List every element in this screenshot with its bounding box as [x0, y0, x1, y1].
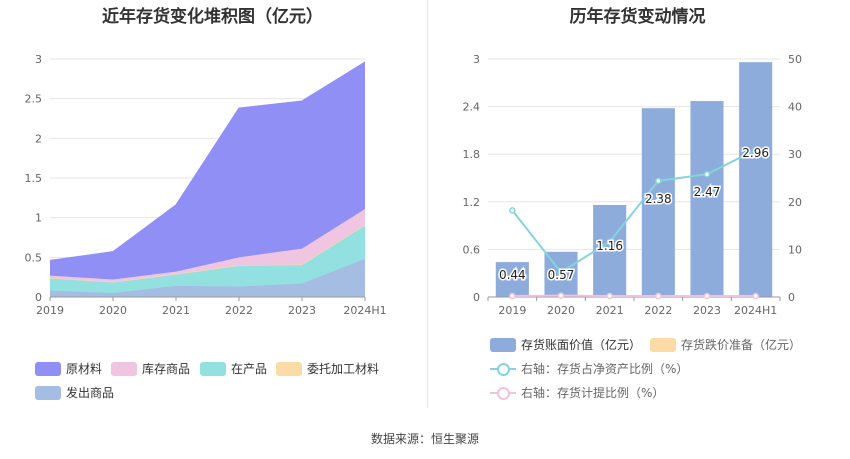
bar-inventory-value	[739, 62, 773, 297]
line-provision-ratio-point	[703, 292, 711, 300]
line-inventory-to-net-assets-point	[606, 238, 613, 246]
data-source-note: 数据来源：恒生聚源	[370, 432, 479, 446]
x-tick-label: 2021	[596, 304, 624, 317]
legend-inventory-value[interactable]: 存货账面价值（亿元）	[490, 336, 641, 353]
line-inventory-to-net-assets	[511, 149, 757, 274]
bar-data-label: 2.38	[645, 192, 672, 206]
legend-swatch	[490, 337, 516, 352]
line-provision-ratio-point	[509, 292, 516, 300]
x-tick-label: 2023	[693, 304, 721, 317]
bar-inventory-value	[593, 204, 627, 297]
bar-data-label: 0.44	[499, 268, 526, 282]
x-tick-label: 2022	[644, 304, 672, 317]
line-inventory-to-net-assets-point	[752, 146, 759, 154]
legend-label: 委托加工材料	[307, 362, 380, 376]
x-tick-label: 2020	[547, 304, 575, 317]
line-provision-ratio-point	[557, 292, 565, 299]
legend-swatch	[276, 361, 302, 376]
x-tick-label: 2024H1	[343, 304, 386, 317]
line-provision-ratio-point	[752, 292, 759, 300]
legend-swatch	[35, 385, 61, 400]
legend-item-entrusted[interactable]: 委托加工材料	[276, 360, 379, 377]
legend-label: 库存商品	[142, 362, 191, 376]
y-left-tick-label: 0	[473, 291, 480, 304]
legend-label: 发出商品	[66, 386, 115, 400]
legend-label: 右轴：存货占净资产比例（%）	[521, 362, 689, 376]
right-chart-title: 历年存货变动情况	[569, 7, 706, 27]
legend-provision-ratio[interactable]: 右轴：存货计提比例（%）	[490, 384, 664, 401]
y-tick-label: 0	[35, 291, 42, 304]
y-left-tick-label: 1.2	[463, 196, 481, 209]
line-inventory-to-net-assets-point	[557, 268, 565, 276]
line-inventory-to-net-assets-point	[509, 207, 516, 214]
x-tick-label: 2019	[498, 304, 526, 317]
area-edge-raw	[49, 61, 366, 262]
stacked-area-chart: 0 0.5 1 1.5 2 2.5 3 2019 2020 2021 2022 2023 2024H1	[25, 53, 387, 317]
legend-line-marker	[490, 362, 516, 376]
y-right-tick-label: 30	[788, 148, 802, 161]
left-chart-title: 近年存货变化堆积图（亿元）	[102, 7, 323, 27]
x-tick-label: 2022	[225, 304, 253, 317]
legend-item-stock[interactable]: 库存商品	[111, 360, 190, 377]
x-tick-label: 2023	[288, 304, 316, 317]
area-shipped	[50, 258, 365, 297]
y-left-tick-label: 3	[473, 53, 480, 66]
bar-inventory-value	[495, 262, 529, 297]
panel-divider	[427, 0, 428, 408]
y-tick-label: 3	[35, 53, 42, 66]
y-tick-label: 0.5	[25, 251, 43, 264]
legend-line-marker	[490, 386, 516, 400]
bar-data-label: 2.96	[742, 146, 769, 160]
y-left-tick-label: 2.4	[463, 101, 481, 114]
legend-label: 存货账面价值（亿元）	[521, 338, 642, 352]
area-stock	[50, 208, 365, 282]
bar-data-label: 0.57	[548, 268, 575, 282]
legend-swatch	[111, 361, 137, 376]
y-right-tick-label: 40	[788, 101, 802, 114]
legend-label: 右轴：存货计提比例（%）	[521, 386, 665, 400]
x-tick-label: 2019	[36, 304, 64, 317]
y-right-tick-label: 20	[788, 196, 802, 209]
line-provision-ratio-point	[606, 292, 613, 300]
x-tick-label: 2020	[99, 304, 127, 317]
y-tick-label: 2.5	[25, 93, 43, 106]
bar-data-label: 1.16	[596, 239, 623, 253]
bar-data-label: 2.47	[694, 185, 721, 199]
legend-impairment[interactable]: 存货跌价准备（亿元）	[650, 336, 801, 353]
y-right-tick-label: 10	[788, 243, 802, 256]
y-tick-label: 1	[35, 212, 42, 225]
y-left-tick-label: 0.6	[463, 243, 481, 256]
y-right-tick-label: 0	[788, 291, 795, 304]
legend-swatch	[200, 361, 226, 376]
x-tick-label: 2021	[162, 304, 190, 317]
line-provision-ratio-point	[655, 292, 662, 300]
legend-item-wip[interactable]: 在产品	[200, 360, 267, 377]
legend-swatch	[35, 361, 61, 376]
bar-inventory-value	[641, 108, 675, 297]
legend-label: 在产品	[231, 362, 268, 376]
area-wip	[50, 224, 365, 294]
legend-inventory-ratio[interactable]: 右轴：存货占净资产比例（%）	[490, 360, 688, 377]
line-inventory-to-net-assets-point	[655, 177, 662, 185]
legend-swatch	[650, 337, 676, 352]
legend-label: 存货跌价准备（亿元）	[681, 338, 802, 352]
area-raw	[50, 62, 365, 280]
y-right-tick-label: 50	[788, 53, 802, 66]
legend-item-shipped[interactable]: 发出商品	[35, 384, 114, 401]
y-tick-label: 1.5	[25, 172, 43, 185]
line-inventory-to-net-assets-point	[703, 170, 711, 178]
y-left-tick-label: 1.8	[463, 148, 481, 161]
y-tick-label: 2	[35, 132, 42, 145]
legend-item-raw[interactable]: 原材料	[35, 360, 102, 377]
legend-label: 原材料	[66, 362, 103, 376]
x-tick-label: 2024H1	[734, 304, 777, 317]
bar-inventory-value	[690, 101, 724, 298]
